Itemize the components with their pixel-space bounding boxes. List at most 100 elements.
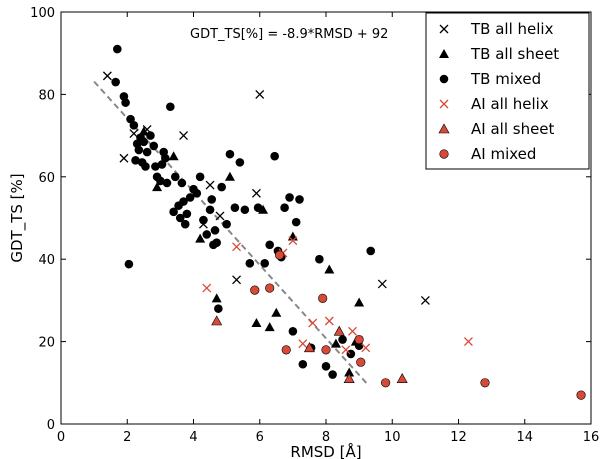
data-point-ai-all-sheet — [211, 315, 223, 326]
data-point-ai-mixed — [576, 390, 586, 400]
data-point-tb-mixed — [166, 102, 175, 112]
data-point-tb-mixed — [315, 254, 324, 264]
data-point-tb-mixed — [151, 162, 160, 171]
data-point-tb-mixed — [230, 203, 240, 212]
data-point-tb-mixed — [253, 203, 263, 212]
data-point-tb-mixed — [142, 147, 152, 157]
data-point-tb-all-helix — [102, 71, 112, 81]
legend-marker-tb-mixed — [439, 74, 449, 84]
data-point-tb-all-helix — [215, 211, 225, 221]
data-point-ai-all-helix — [361, 343, 371, 353]
legend-box — [425, 12, 590, 170]
data-point-tb-all-sheet — [224, 171, 235, 181]
data-point-tb-mixed — [366, 246, 376, 256]
legend-label: AI mixed — [471, 145, 536, 163]
data-point-tb-all-sheet — [168, 151, 179, 161]
data-point-tb-all-sheet — [211, 293, 222, 303]
legend-entry-tb-mixed: TB mixed — [439, 70, 541, 88]
legend-label: TB all helix — [470, 20, 554, 38]
data-point-tb-mixed — [210, 226, 220, 235]
data-point-tb-mixed — [240, 205, 250, 215]
data-point-tb-mixed — [217, 182, 226, 192]
data-point-tb-mixed — [175, 213, 185, 223]
data-point-ai-all-helix — [202, 283, 212, 293]
data-point-tb-mixed — [161, 153, 170, 163]
data-point-tb-mixed — [245, 259, 255, 268]
data-point-ai-mixed — [318, 293, 328, 303]
data-point-tb-mixed — [179, 197, 188, 206]
data-point-tb-mixed — [285, 193, 294, 202]
data-point-tb-mixed — [162, 178, 172, 188]
data-point-tb-mixed — [113, 44, 122, 54]
legend-entry-ai-all-helix: AI all helix — [439, 95, 549, 113]
data-point-tb-mixed — [288, 327, 298, 336]
data-point-tb-all-helix — [119, 153, 129, 163]
data-point-tb-mixed — [180, 219, 190, 229]
legend-label: TB all sheet — [470, 45, 559, 63]
data-point-ai-all-helix — [324, 316, 334, 326]
x-axis-label: RMSD [Å] — [290, 442, 361, 459]
data-point-tb-all-helix — [251, 188, 261, 198]
data-point-tb-mixed — [177, 178, 187, 188]
data-point-tb-all-helix — [205, 180, 215, 190]
x-tick-label: 2 — [123, 430, 131, 445]
data-point-tb-mixed — [192, 188, 202, 198]
data-point-tb-mixed — [291, 217, 301, 227]
data-point-tb-mixed — [214, 304, 223, 313]
data-point-tb-mixed — [139, 137, 149, 147]
data-point-ai-all-sheet — [303, 342, 315, 353]
data-point-tb-mixed — [156, 176, 165, 186]
data-point-tb-all-helix — [377, 279, 387, 289]
data-point-tb-mixed — [134, 145, 144, 155]
data-point-tb-mixed — [131, 156, 140, 165]
data-point-ai-mixed — [354, 334, 364, 345]
data-point-ai-all-sheet — [333, 325, 345, 336]
data-point-tb-mixed — [169, 207, 178, 217]
legend-label: AI all helix — [471, 95, 549, 113]
data-point-tb-all-sheet — [271, 307, 282, 317]
x-tick-label: 6 — [256, 430, 264, 445]
data-point-tb-mixed — [195, 172, 205, 182]
data-point-ai-mixed — [281, 345, 291, 355]
data-point-ai-mixed — [321, 345, 331, 355]
legend-marker-tb-all-helix — [439, 24, 449, 34]
y-tick-label: 20 — [38, 336, 55, 351]
data-point-tb-all-helix — [420, 295, 430, 305]
data-point-tb-mixed — [202, 230, 212, 239]
series-ai-all-helix — [202, 236, 473, 355]
data-point-tb-mixed — [185, 193, 195, 202]
legend-label: AI all sheet — [471, 120, 555, 138]
data-point-tb-mixed — [129, 121, 139, 130]
legend-marker-ai-all-helix — [439, 99, 449, 109]
data-point-tb-mixed — [235, 158, 245, 167]
legend-entry-tb-all-helix: TB all helix — [439, 20, 554, 38]
data-point-ai-mixed — [265, 283, 275, 293]
data-point-tb-all-helix — [179, 131, 189, 141]
data-point-tb-all-sheet — [138, 126, 149, 136]
series-tb-all-sheet — [138, 126, 365, 377]
data-point-ai-all-helix — [232, 242, 242, 252]
legend: TB all helix TB all sheet TB mixed AI all h… — [425, 12, 590, 170]
y-tick-label: 40 — [38, 253, 55, 268]
data-point-tb-all-sheet — [344, 367, 355, 377]
y-tick-label: 60 — [38, 171, 55, 186]
data-point-tb-all-sheet — [330, 338, 341, 348]
data-point-tb-mixed — [121, 98, 130, 107]
data-point-tb-all-sheet — [195, 233, 206, 243]
x-tick-label: 10 — [384, 430, 401, 445]
data-point-ai-all-helix — [348, 326, 357, 336]
data-point-tb-mixed — [328, 370, 337, 379]
legend-entry-ai-mixed: AI mixed — [439, 145, 536, 163]
data-point-tb-mixed — [321, 362, 331, 371]
fit-line — [93, 80, 370, 387]
legend-entry-ai-all-sheet: AI all sheet — [438, 120, 555, 138]
y-axis-label: GDT_TS [%] — [8, 173, 27, 262]
data-point-tb-mixed — [146, 131, 155, 140]
y-tick-label: 100 — [30, 6, 55, 21]
fit-equation-annotation: GDT_TS[%] = -8.9*RMSD + 92 — [190, 27, 388, 42]
legend-entry-tb-all-sheet: TB all sheet — [439, 45, 559, 63]
data-point-tb-all-sheet — [264, 322, 275, 332]
x-tick-label: 0 — [57, 430, 65, 445]
legend-marker-ai-all-sheet — [438, 123, 450, 134]
